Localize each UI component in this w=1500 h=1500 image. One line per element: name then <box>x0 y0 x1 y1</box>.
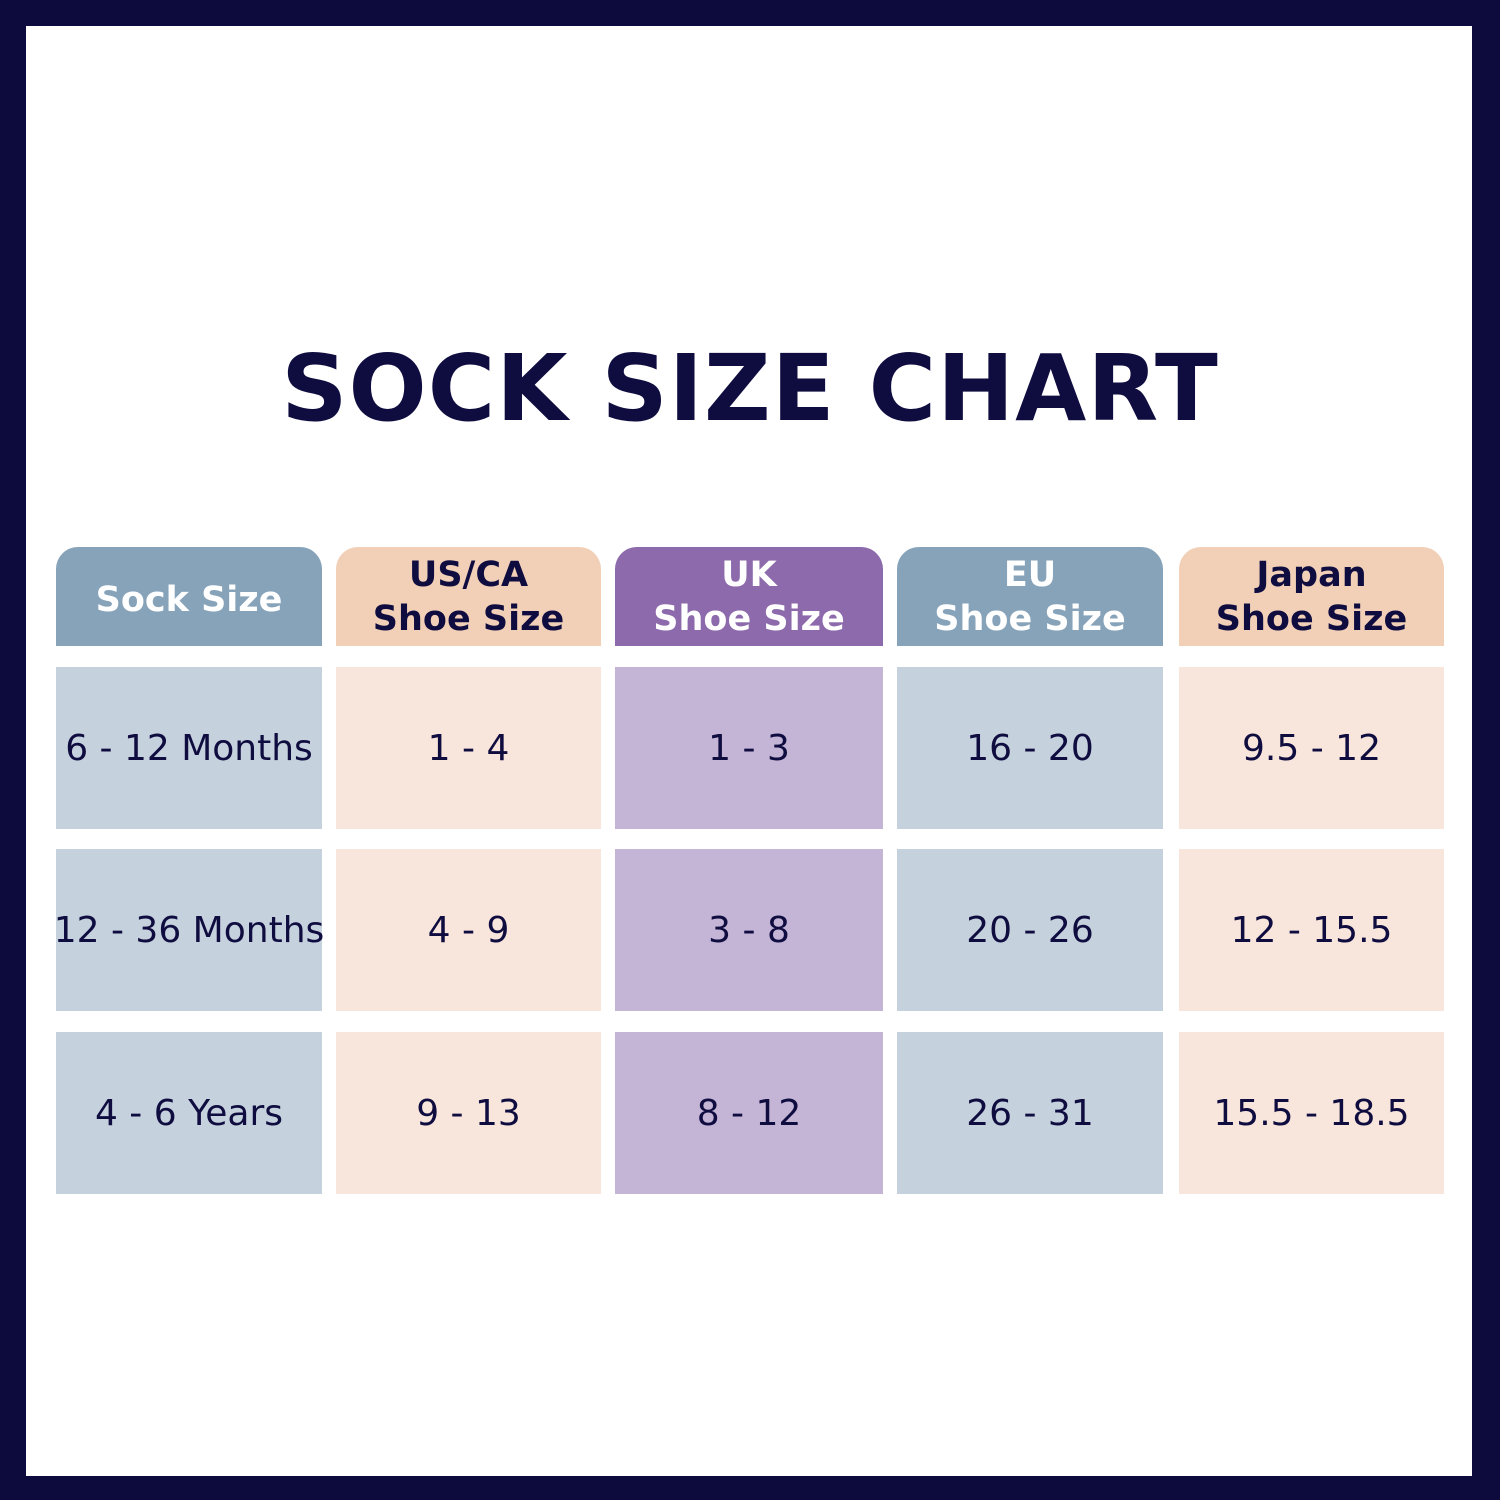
table-cell: 8 - 12 <box>615 1032 883 1194</box>
table-cell: 4 - 9 <box>336 849 601 1011</box>
header-line-1: Japan <box>1256 554 1367 595</box>
table-cell: 15.5 - 18.5 <box>1179 1032 1444 1194</box>
header-label: EU Shoe Size <box>934 553 1125 641</box>
column-header: US/CA Shoe Size <box>336 547 601 646</box>
table-cell: 3 - 8 <box>615 849 883 1011</box>
table-cell: 1 - 4 <box>336 667 601 829</box>
header-line-1: UK <box>721 554 777 595</box>
header-line-2: Shoe Size <box>1215 598 1408 639</box>
table-cell: 4 - 6 Years <box>56 1032 322 1194</box>
header-line-1: Sock Size <box>95 579 283 620</box>
header-line-2: Shoe Size <box>372 598 565 639</box>
header-line-1: EU <box>1003 554 1057 595</box>
header-label: Sock Size <box>96 572 283 622</box>
column-header: Japan Shoe Size <box>1179 547 1444 646</box>
table-cell: 12 - 36 Months <box>54 849 324 1011</box>
table-cell: 9.5 - 12 <box>1179 667 1444 829</box>
table-cell: 20 - 26 <box>897 849 1163 1011</box>
column-header: EU Shoe Size <box>897 547 1163 646</box>
table-cell: 1 - 3 <box>615 667 883 829</box>
table-cell: 26 - 31 <box>897 1032 1163 1194</box>
column-header: Sock Size <box>56 547 322 646</box>
column-header: UK Shoe Size <box>615 547 883 646</box>
header-line-1: US/CA <box>408 554 529 595</box>
page-title: SOCK SIZE CHART <box>281 335 1219 442</box>
header-line-2: Shoe Size <box>934 598 1126 639</box>
table-cell: 16 - 20 <box>897 667 1163 829</box>
header-label: Japan Shoe Size <box>1216 553 1407 641</box>
header-label: UK Shoe Size <box>653 553 844 641</box>
header-label: US/CA Shoe Size <box>373 553 564 641</box>
header-line-2: Shoe Size <box>653 598 845 639</box>
table-cell: 6 - 12 Months <box>56 667 322 829</box>
table-cell: 9 - 13 <box>336 1032 601 1194</box>
table-cell: 12 - 15.5 <box>1179 849 1444 1011</box>
